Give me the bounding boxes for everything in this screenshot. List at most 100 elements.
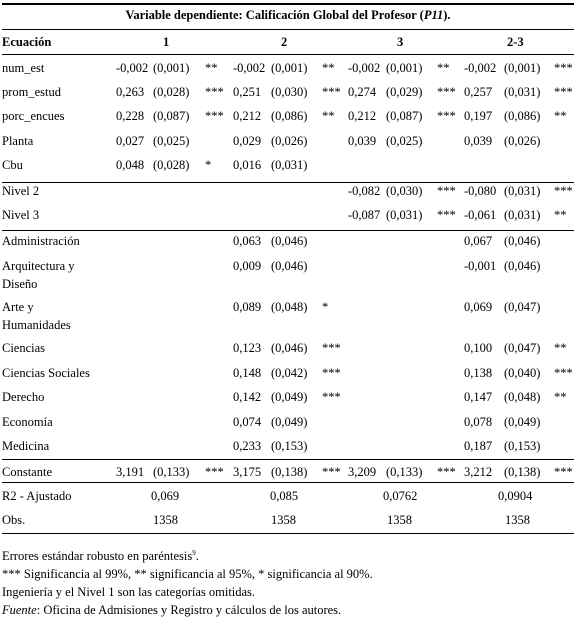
header-col-4: 2-3 <box>507 35 524 49</box>
coefficient: 0,074 <box>233 415 262 429</box>
coefficient: 3,175 <box>233 465 262 479</box>
coefficient: 0,123 <box>233 341 262 355</box>
coefficient: 0,263 <box>116 85 145 99</box>
r2-value-1: 0,069 <box>151 489 180 503</box>
row-label: Administración <box>2 234 80 248</box>
coefficient: 0,039 <box>464 134 493 148</box>
coefficient: -0,002 <box>348 61 381 75</box>
header-col-3: 3 <box>397 35 404 49</box>
standard-error: (0,028) <box>153 85 190 99</box>
significance-stars: *** <box>322 85 341 99</box>
row-label: Arte y <box>2 300 34 314</box>
obs-value-4: 1358 <box>505 513 530 527</box>
significance-stars: * <box>322 300 329 314</box>
coefficient: 0,212 <box>233 109 262 123</box>
header-label: Ecuación <box>2 35 52 49</box>
r2-label: R2 - Ajustado <box>2 489 72 503</box>
standard-error: (0,031) <box>504 184 541 198</box>
significance-stars: *** <box>437 184 456 198</box>
standard-error: (0,046) <box>504 234 541 248</box>
significance-stars: *** <box>554 465 573 479</box>
coefficient: 0,147 <box>464 390 493 404</box>
standard-error: (0,026) <box>504 134 541 148</box>
coefficient: 0,039 <box>348 134 377 148</box>
table-notes: Errores estándar robusto en paréntesis9.… <box>2 544 373 619</box>
standard-error: (0,086) <box>271 109 308 123</box>
row-label: Ciencias Sociales <box>2 366 90 380</box>
standard-error: (0,086) <box>504 109 541 123</box>
significance-stars: *** <box>554 61 573 75</box>
bottom-rule <box>2 533 574 534</box>
group-rule-stats <box>2 482 574 483</box>
coefficient: 0,078 <box>464 415 493 429</box>
coefficient: 0,257 <box>464 85 493 99</box>
obs-label: Obs. <box>2 513 26 527</box>
row-label-continued: Diseño <box>2 277 38 291</box>
header-col-1: 1 <box>163 35 170 49</box>
coefficient: 3,191 <box>116 465 145 479</box>
significance-stars: ** <box>437 61 450 75</box>
row-label: Ciencias <box>2 341 46 355</box>
standard-error: (0,087) <box>386 109 423 123</box>
significance-stars: *** <box>205 109 224 123</box>
coefficient: -0,087 <box>348 208 381 222</box>
coefficient: 0,069 <box>464 300 493 314</box>
row-label: Economía <box>2 415 53 429</box>
significance-stars: ** <box>322 61 335 75</box>
significance-stars: ** <box>554 208 567 222</box>
coefficient: 0,212 <box>348 109 377 123</box>
title-rule <box>2 29 574 30</box>
standard-error: (0,138) <box>271 465 308 479</box>
title-variable: P11 <box>423 8 444 22</box>
significance-stars: *** <box>554 85 573 99</box>
standard-error: (0,133) <box>153 465 190 479</box>
coefficient: 0,274 <box>348 85 377 99</box>
standard-error: (0,138) <box>504 465 541 479</box>
standard-error: (0,025) <box>153 134 190 148</box>
coefficient: 0,197 <box>464 109 493 123</box>
obs-value-3: 1358 <box>387 513 412 527</box>
significance-stars: *** <box>205 465 224 479</box>
r2-value-2: 0,085 <box>270 489 299 503</box>
standard-error: (0,046) <box>271 234 308 248</box>
coefficient: 0,063 <box>233 234 262 248</box>
coefficient: 0,100 <box>464 341 493 355</box>
standard-error: (0,133) <box>386 465 423 479</box>
coefficient: 0,228 <box>116 109 145 123</box>
group-rule-faculties <box>2 230 574 231</box>
standard-error: (0,001) <box>271 61 308 75</box>
obs-value-2: 1358 <box>271 513 296 527</box>
standard-error: (0,028) <box>153 158 190 172</box>
row-label-continued: Humanidades <box>2 318 71 332</box>
significance-stars: *** <box>322 341 341 355</box>
row-label: prom_estud <box>2 85 62 99</box>
row-label: porc_encues <box>2 109 65 123</box>
standard-error: (0,046) <box>271 341 308 355</box>
row-label: Medicina <box>2 439 50 453</box>
row-label: Cbu <box>2 158 23 172</box>
coefficient: -0,080 <box>464 184 497 198</box>
standard-error: (0,025) <box>386 134 423 148</box>
coefficient: 0,027 <box>116 134 145 148</box>
standard-error: (0,001) <box>153 61 190 75</box>
coefficient: -0,082 <box>348 184 381 198</box>
note-omitted: Ingeniería y el Nivel 1 son las categorí… <box>2 585 256 600</box>
table-title: Variable dependiente: Calificación Globa… <box>125 8 451 22</box>
standard-error: (0,046) <box>504 259 541 273</box>
significance-stars: *** <box>322 390 341 404</box>
significance-stars: *** <box>437 109 456 123</box>
standard-error: (0,030) <box>386 184 423 198</box>
standard-error: (0,049) <box>271 390 308 404</box>
standard-error: (0,026) <box>271 134 308 148</box>
standard-error: (0,047) <box>504 300 541 314</box>
coefficient: 0,029 <box>233 134 262 148</box>
row-label: Derecho <box>2 390 45 404</box>
coefficient: 0,048 <box>116 158 145 172</box>
coefficient: 0,148 <box>233 366 262 380</box>
group-rule-constant <box>2 459 574 460</box>
significance-stars: *** <box>322 465 341 479</box>
coefficient: -0,061 <box>464 208 497 222</box>
coefficient: 3,212 <box>464 465 493 479</box>
significance-stars: *** <box>437 465 456 479</box>
coefficient: 0,138 <box>464 366 493 380</box>
